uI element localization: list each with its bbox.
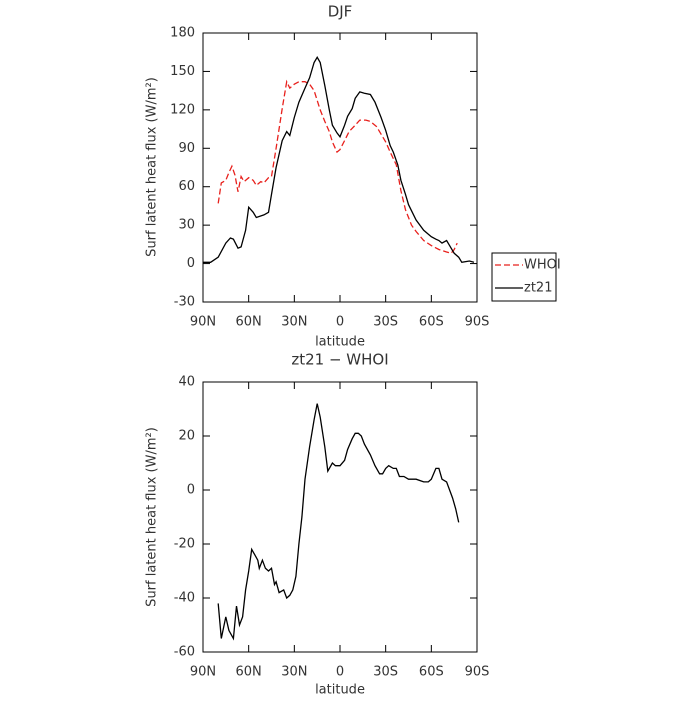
y-axis-label: Surf latent heat flux (W/m²) [145,427,160,607]
y-tick-label: 180 [170,26,195,41]
x-tick-label: 60S [419,315,444,330]
x-tick-label: 0 [336,665,344,680]
x-axis-label: latitude [315,335,365,350]
y-tick-label: 0 [187,256,195,271]
y-tick-label: 60 [178,179,195,194]
data-line [203,56,475,264]
y-tick-label: -30 [174,295,195,310]
y-tick-label: -20 [174,537,195,552]
legend-box [491,252,557,302]
y-tick-label: 20 [178,429,195,444]
x-axis-label: latitude [315,683,365,698]
plot-frame [202,381,478,653]
x-tick-label: 90N [190,665,216,680]
legend-label: WHOI [524,258,561,273]
y-tick-label: 30 [178,218,195,233]
x-tick-label: 30S [373,315,398,330]
y-tick-label: -40 [174,591,195,606]
plot-frame [202,32,478,303]
x-tick-label: 30N [281,315,307,330]
y-axis-label: Surf latent heat flux (W/m²) [145,77,160,257]
chart-title: zt21 − WHOI [291,351,388,369]
x-tick-label: 30N [281,665,307,680]
x-tick-label: 90N [190,315,216,330]
y-tick-label: 0 [187,483,195,498]
x-tick-label: 60N [236,665,262,680]
x-tick-label: 0 [336,315,344,330]
legend-label: zt21 [524,281,552,296]
y-tick-label: -60 [174,645,195,660]
x-tick-label: 90S [465,315,490,330]
x-tick-label: 90S [465,665,490,680]
x-tick-label: 60S [419,665,444,680]
data-line [217,403,460,641]
x-tick-label: 30S [373,665,398,680]
chart-title: DJF [328,3,353,21]
y-tick-label: 40 [178,375,195,390]
y-tick-label: 150 [170,64,195,79]
data-line [217,79,458,255]
y-tick-label: 90 [178,141,195,156]
x-tick-label: 60N [236,315,262,330]
y-tick-label: 120 [170,102,195,117]
